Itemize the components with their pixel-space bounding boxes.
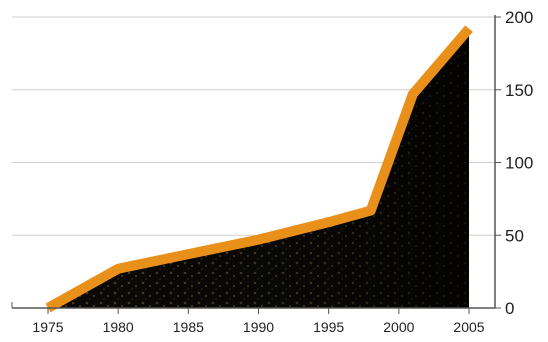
y-tick-label: 50 xyxy=(505,226,524,245)
y-tick-label: 0 xyxy=(505,299,514,318)
x-tick-label: 2000 xyxy=(383,319,414,335)
x-tick-label: 1985 xyxy=(173,319,204,335)
x-tick-label: 1990 xyxy=(243,319,274,335)
axes xyxy=(11,15,501,314)
x-tick-label: 1975 xyxy=(32,319,63,335)
y-tick-label: 200 xyxy=(505,8,533,27)
y-tick-label: 150 xyxy=(505,81,533,100)
tick-labels: 0 50 100 150 200 1975 1980 1985 1990 1995 2000 2005 xyxy=(32,8,533,335)
y-tick-label: 100 xyxy=(505,154,533,173)
area-shade xyxy=(48,28,469,308)
x-tick-label: 2005 xyxy=(453,319,484,335)
x-tick-label: 1995 xyxy=(313,319,344,335)
x-tick-label: 1980 xyxy=(103,319,134,335)
area-layer xyxy=(48,28,469,308)
series-line xyxy=(45,25,473,313)
line-layer xyxy=(45,25,473,313)
